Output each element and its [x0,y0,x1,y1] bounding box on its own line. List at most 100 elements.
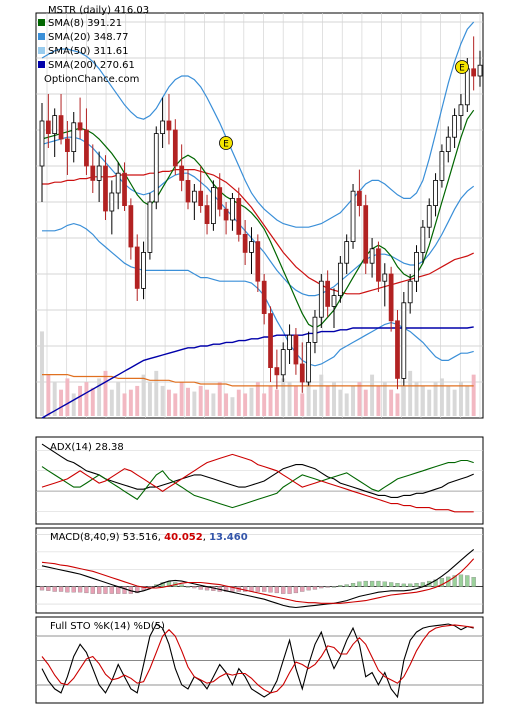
volume-bar [376,385,381,416]
macd-histogram-bar [306,586,311,591]
candle-body [211,187,216,225]
price-panel-frame [35,12,484,419]
legend-sma8: SMA(8) 391.21 [48,18,122,29]
candle-body [268,313,273,369]
macd-histogram-bar [369,580,375,587]
macd-histogram-bar [458,574,464,587]
candle-body [471,68,477,77]
legend-sma20: SMA(20) 348.77 [48,32,129,43]
volume-bar [46,374,51,416]
volume-bar [382,382,387,416]
adx-title: ADX(14) 28.38 [50,442,124,453]
macd-histogram-bar [223,586,229,592]
volume-bar [84,382,89,416]
candle-body [96,165,102,181]
volume-bar [351,385,356,416]
candle-body [141,251,146,289]
volume-bar [78,385,83,416]
candle-body [477,64,483,77]
candle-body [280,349,286,376]
candle-body [299,363,305,383]
candle-body [255,241,261,282]
price-panel: MSTR (daily) 416.03 SMA(8) 391.21 SMA(20… [35,5,484,419]
volume-bar [103,370,108,416]
candle-body [134,246,140,289]
volume-bar [452,389,457,416]
volume-bar [160,385,165,416]
candle-body [147,201,153,253]
volume-bar [224,393,229,416]
candle-body [90,165,96,181]
candle-body [376,248,381,282]
macd-histogram-bar [179,584,184,587]
candle-body [458,104,464,117]
volume-bar [128,389,133,416]
macd-histogram-bar [77,586,83,593]
candle-body [357,190,362,206]
volume-bar [293,385,298,416]
candle-body [407,280,413,304]
earnings-marker-2: E [455,60,469,74]
candle-body [58,115,64,140]
series-line--di [41,459,474,509]
macd-histogram-bar [192,586,197,589]
adx-lines [36,443,483,513]
candle-body [274,367,280,376]
candle-body [287,334,292,351]
macd-histogram-bar [103,586,108,594]
series-line--di [41,453,474,513]
candle-body [445,136,451,152]
volume-bar [274,389,279,416]
candle-body [172,129,178,167]
candle-body [191,190,197,203]
candle-body [71,122,77,153]
macd-histogram-bar [319,586,324,589]
candle-body [249,241,254,253]
volume-bar [414,382,419,416]
macd-histogram-bar [357,581,362,587]
candle-body [382,273,388,282]
volume-bar [446,385,451,416]
candle-body [261,280,267,315]
volume-bar [370,374,375,416]
volume-bar [427,389,432,416]
series-line-adx-14- [41,443,474,498]
volume-bar [179,382,184,416]
candle-body [45,120,51,135]
macd-histogram-bar [135,586,140,594]
candle-body [122,172,127,206]
macd-histogram-bar [262,586,267,592]
macd-histogram-bar [109,586,114,594]
candle-body [363,205,369,264]
macd-histogram-bar [471,577,476,587]
macd-histogram-bar [141,586,146,591]
macd-histogram-bar [198,586,203,590]
svg-text:E: E [459,64,465,74]
candle-body [318,280,324,318]
macd-histogram-bar [401,583,406,587]
volume-bar [325,385,330,416]
macd-histogram-bar [71,586,76,593]
volume-bar [281,378,286,416]
candle-body [452,115,457,138]
stochastic-lines [36,623,483,699]
volume-bar [389,389,394,416]
macd-lines [36,534,483,609]
candle-body [439,151,445,181]
volume-bar [192,391,197,416]
volume-bar [59,389,64,416]
macd-histogram-bar [363,580,368,587]
macd-title: MACD(8,40,9) 53.516, 40.052, 13.460 [50,532,248,543]
macd-histogram-bar [243,586,248,592]
svg-text:E: E [223,140,229,150]
macd-histogram-bar [325,586,330,588]
volume-bar [198,385,203,416]
volume-bar [319,374,324,416]
volume-bar [217,382,222,416]
volume-bar [262,393,267,416]
macd-histogram-bar [84,586,89,594]
candle-body [306,341,311,383]
macd-histogram-bar [122,586,127,594]
macd-histogram-bar [300,586,305,592]
candle-body [350,190,356,242]
